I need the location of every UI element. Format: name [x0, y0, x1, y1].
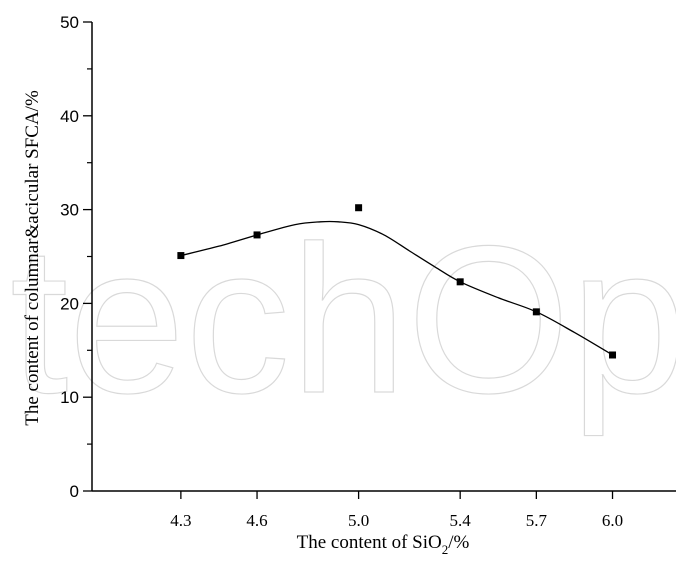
x-axis-title-main: The content of SiO [297, 532, 442, 553]
x-axis-title-unit: /% [448, 532, 469, 553]
x-tick-label: 5.7 [526, 511, 548, 530]
x-axis-title-subscript: 2 [442, 542, 449, 557]
y-tick-label: 0 [70, 482, 79, 501]
y-tick-label: 20 [60, 294, 79, 313]
watermark-text: techOp [10, 202, 676, 437]
x-axis-title: The content of SiO2/% [297, 532, 470, 557]
data-point [253, 231, 261, 239]
y-tick-label: 50 [60, 13, 79, 32]
data-point [456, 278, 464, 286]
data-point [609, 351, 617, 359]
x-tick-label: 5.4 [450, 511, 472, 530]
y-tick-label: 40 [60, 107, 79, 126]
x-axis-ticks: 4.3 4.6 5.0 5.4 5.7 6.0 [170, 491, 623, 530]
x-tick-label: 4.6 [246, 511, 267, 530]
x-tick-label: 5.0 [348, 511, 369, 530]
data-point [532, 308, 540, 316]
data-point [355, 204, 363, 212]
y-tick-label: 30 [60, 201, 79, 220]
x-tick-label: 6.0 [602, 511, 623, 530]
plot-area [177, 204, 617, 359]
y-tick-label: 10 [60, 388, 79, 407]
x-tick-label: 4.3 [170, 511, 191, 530]
y-axis-title: The content of columnar&acicular SFCA/% [22, 90, 43, 426]
fit-curve [180, 220, 613, 356]
y-axis-ticks: 0 10 20 30 40 50 [60, 13, 92, 501]
data-point [177, 252, 185, 260]
